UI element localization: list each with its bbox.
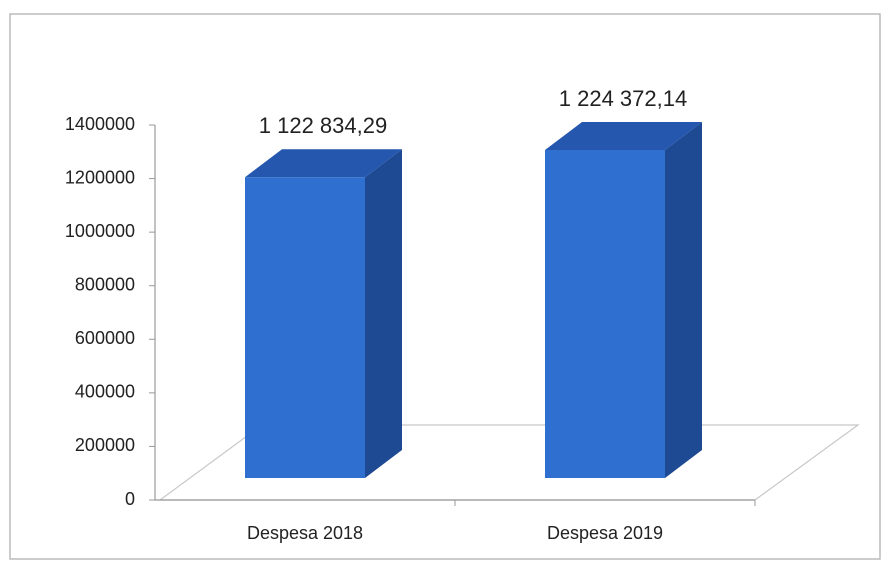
bar-side <box>665 122 702 478</box>
bar-side <box>365 149 402 478</box>
y-tick-label: 400000 <box>75 382 135 402</box>
x-tick-label: Despesa 2019 <box>547 523 663 543</box>
bar-top <box>245 149 402 178</box>
value-label: 1 224 372,14 <box>559 86 687 111</box>
bar-top <box>545 122 702 151</box>
y-tick-label: 600000 <box>75 328 135 348</box>
bar-front <box>245 177 365 478</box>
y-tick-label: 1000000 <box>65 221 135 241</box>
value-label: 1 122 834,29 <box>259 113 387 138</box>
y-tick-label: 1200000 <box>65 167 135 187</box>
x-tick-label: Despesa 2018 <box>247 523 363 543</box>
y-tick-label: 800000 <box>75 274 135 294</box>
bar <box>245 149 402 478</box>
y-tick-label: 0 <box>125 489 135 509</box>
chart-frame <box>9 13 881 560</box>
bar <box>545 122 702 478</box>
bar-front <box>545 150 665 478</box>
y-tick-label: 1400000 <box>65 114 135 134</box>
y-tick-label: 200000 <box>75 435 135 455</box>
